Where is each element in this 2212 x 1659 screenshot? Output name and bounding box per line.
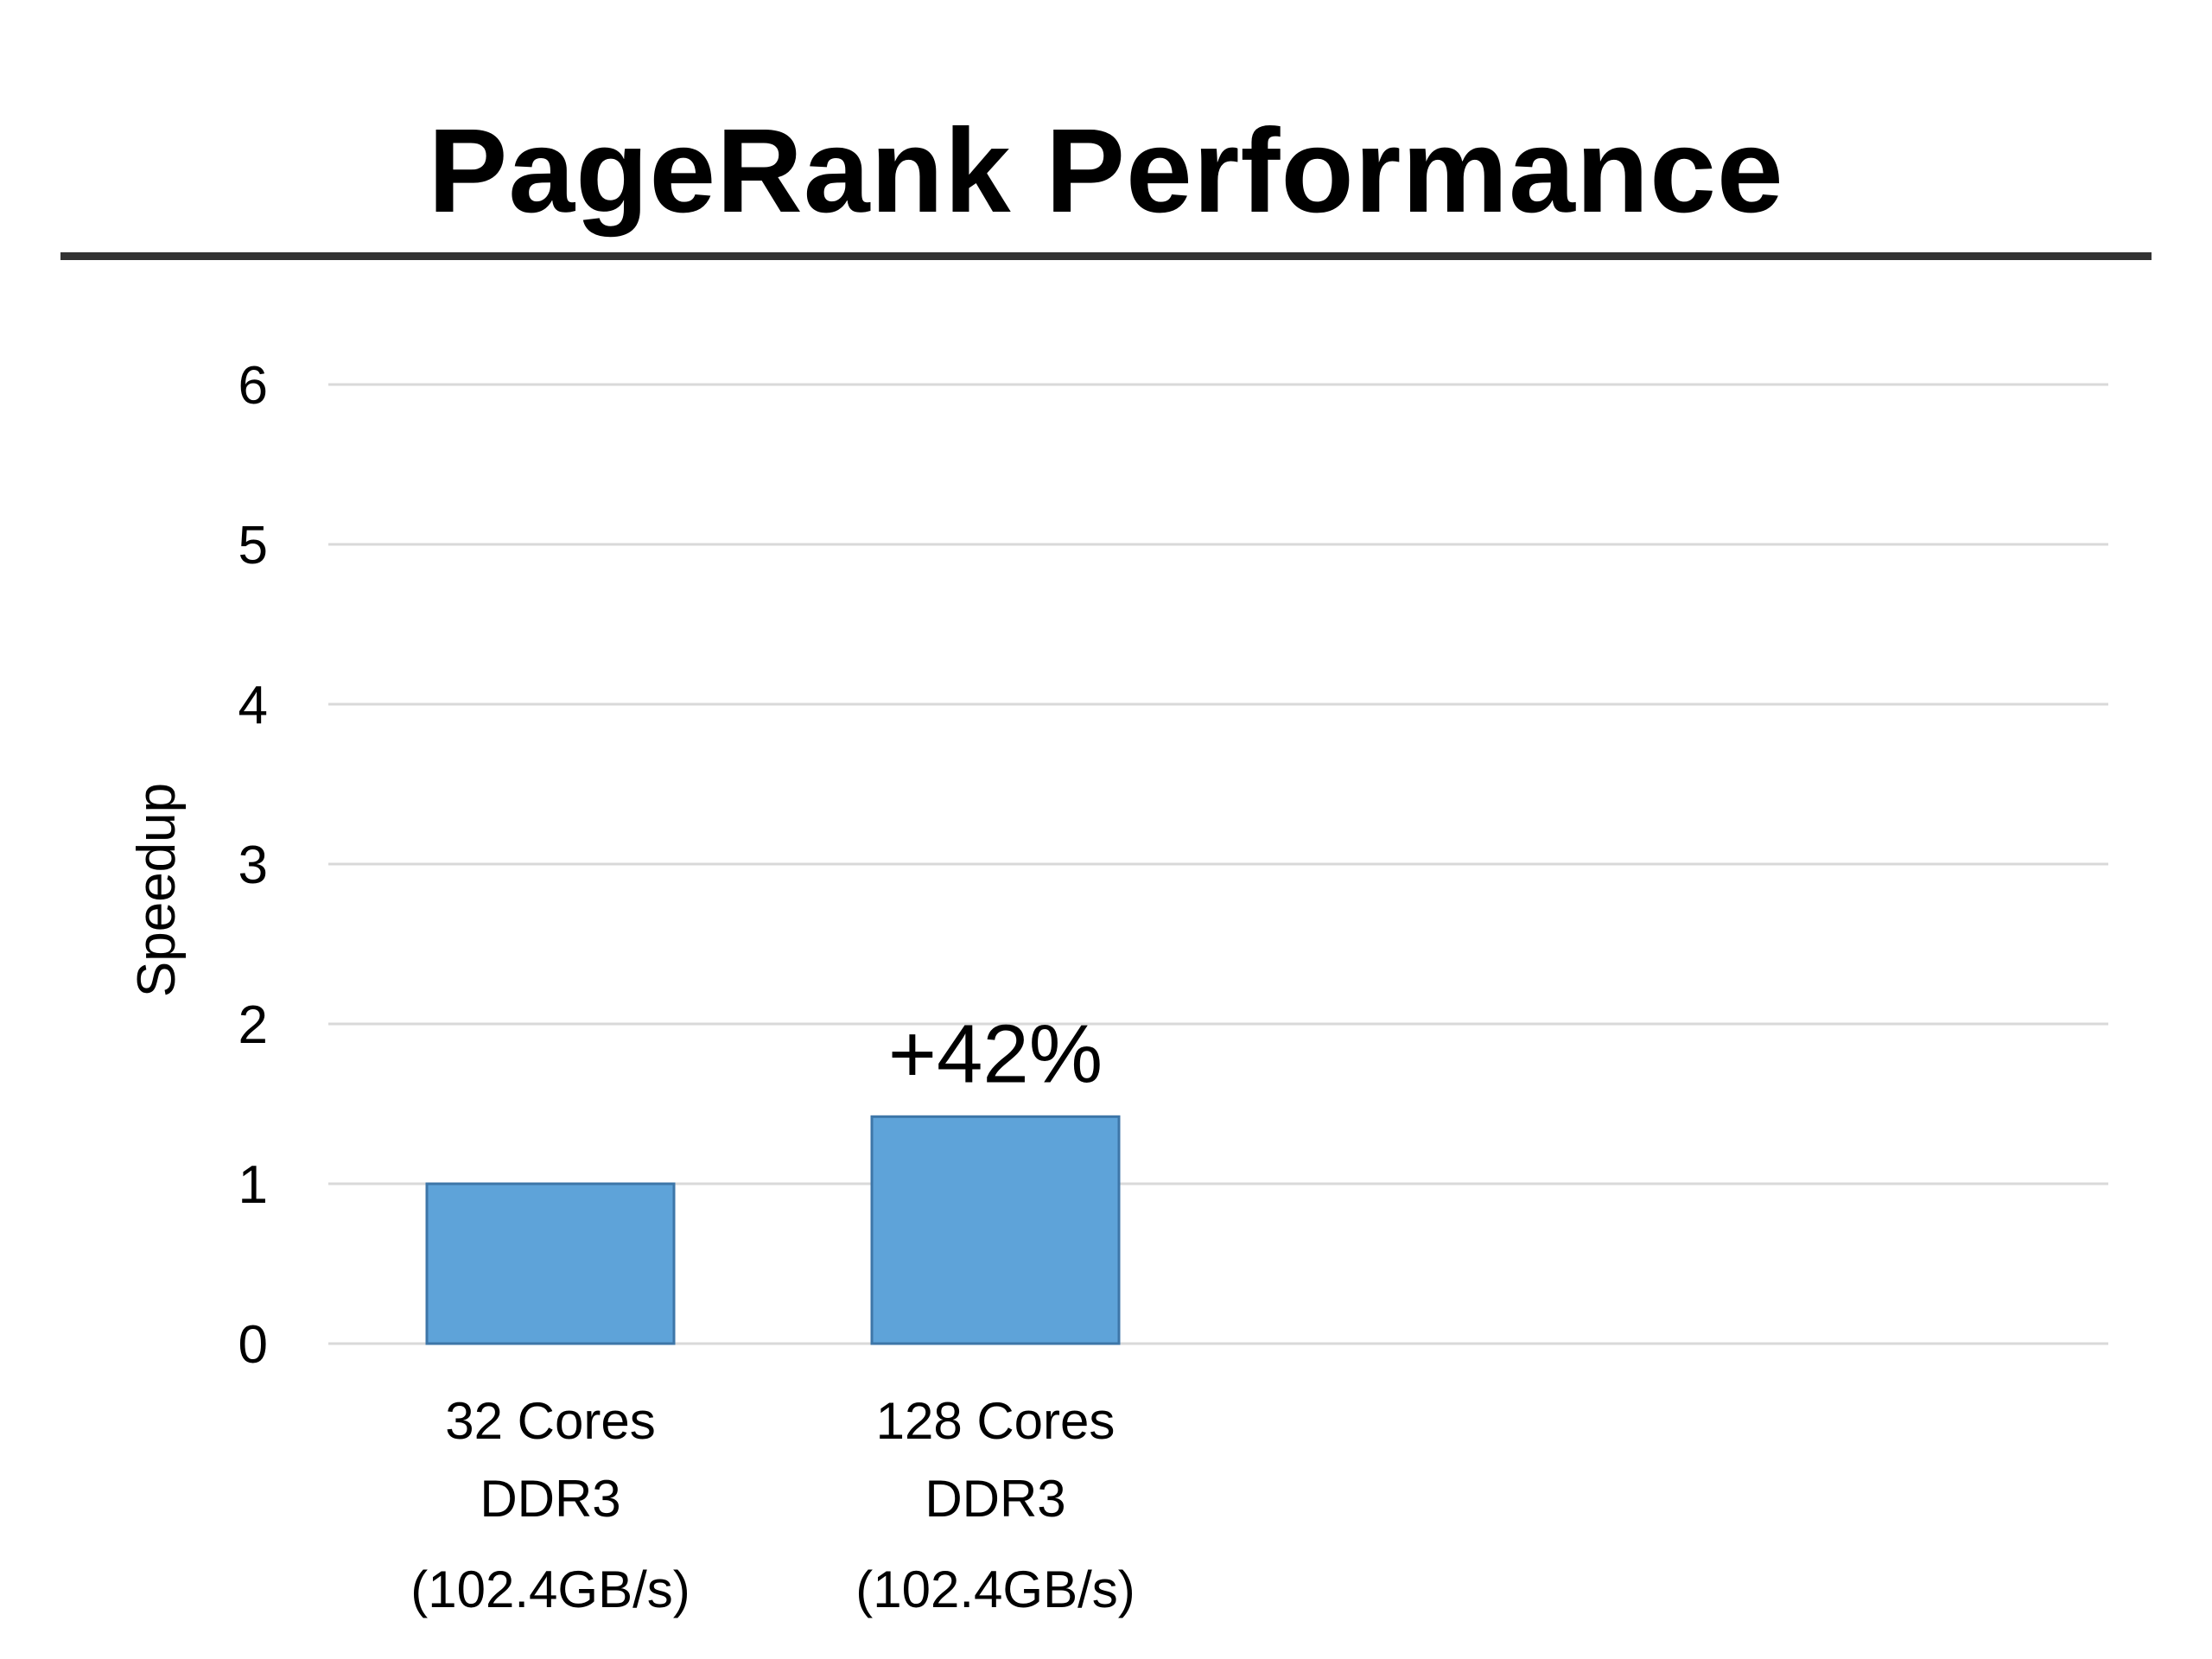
y-tick-label-3: 3 [238,836,268,895]
title-rule [60,252,2152,260]
x-category-label-1-line-2: (102.4GB/s) [855,1560,1135,1618]
y-tick-label-5: 5 [238,516,268,575]
y-axis-title: Speedup [127,783,187,997]
x-category-label-0-line-2: (102.4GB/s) [410,1560,690,1618]
y-axis-ticks: 0 1 2 3 4 5 6 [238,356,268,1375]
annotations: +42% [888,1007,1103,1100]
bar-annotation-0: +42% [888,1007,1103,1100]
y-tick-label-1: 1 [238,1155,268,1215]
x-axis-category-labels: 32 Cores DDR3 (102.4GB/s) 128 Cores DDR3 (102… [410,1392,1135,1618]
bar-1 [870,1115,1121,1345]
slide-title: PageRank Performance [428,105,1784,238]
bars [425,1115,1121,1345]
y-tick-label-4: 4 [238,676,268,735]
x-category-label-1-line-0: 128 Cores [876,1392,1116,1450]
x-category-label-0-line-1: DDR3 [480,1470,620,1528]
x-category-label-0-line-0: 32 Cores [445,1392,655,1450]
y-tick-label-2: 2 [238,995,268,1055]
y-tick-label-0: 0 [238,1315,268,1375]
y-tick-label-6: 6 [238,356,268,416]
x-category-label-1-line-1: DDR3 [925,1470,1065,1528]
bar-0 [425,1182,676,1345]
